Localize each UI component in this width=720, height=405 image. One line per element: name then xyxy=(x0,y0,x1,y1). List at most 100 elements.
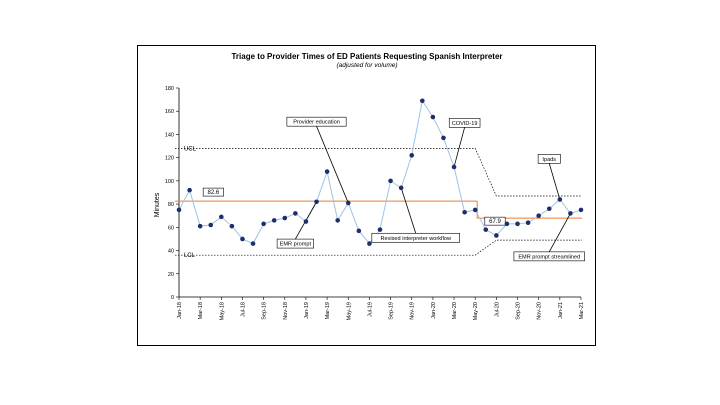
x-tick-label: Jul-19 xyxy=(367,302,373,317)
lcl-line xyxy=(175,239,582,256)
data-point xyxy=(356,228,362,234)
data-point xyxy=(441,135,446,141)
data-point xyxy=(240,236,245,242)
annotation-label: EMR prompt xyxy=(280,242,312,248)
y-tick-label: 140 xyxy=(165,132,174,138)
annotation-box xyxy=(448,118,481,128)
y-tick-label: 180 xyxy=(165,86,174,92)
data-point xyxy=(324,169,330,174)
data-point xyxy=(261,221,266,227)
annotation-label: Provider education xyxy=(293,120,340,126)
y-tick-label: 20 xyxy=(168,272,174,278)
data-point xyxy=(557,197,563,202)
mean-before-label-box xyxy=(202,187,224,197)
mean-line xyxy=(175,200,582,219)
data-point xyxy=(187,187,192,193)
data-point xyxy=(504,221,510,227)
data-point xyxy=(377,227,383,232)
x-tick-label: May-18 xyxy=(219,302,225,320)
data-point xyxy=(219,214,224,220)
data-point xyxy=(420,98,425,104)
data-point xyxy=(367,241,372,246)
data-point xyxy=(451,164,457,170)
x-tick-label: May-20 xyxy=(473,302,479,320)
spc-chart: Triage to Provider Times of ED Patients … xyxy=(154,52,585,320)
data-point xyxy=(229,223,235,229)
annotation-label: EMR prompt streamlined xyxy=(518,254,580,260)
data-point xyxy=(197,223,203,229)
data-point xyxy=(335,218,340,223)
data-point xyxy=(398,185,404,191)
y-tick-label: 80 xyxy=(168,202,174,208)
series-line xyxy=(178,99,582,245)
data-point xyxy=(568,211,573,216)
data-point xyxy=(271,218,277,223)
x-tick-label: Sep-19 xyxy=(389,302,395,320)
data-point xyxy=(282,215,288,221)
annotation-label: Ipads xyxy=(542,157,556,163)
x-tick-label: May-19 xyxy=(346,302,352,320)
ucl-line xyxy=(175,148,582,197)
x-tick-label: Jul-20 xyxy=(494,302,500,317)
annotation-box xyxy=(513,251,585,262)
annotation-box xyxy=(371,232,460,243)
data-point xyxy=(483,227,489,232)
x-tick-label: Nov-18 xyxy=(283,302,289,320)
mean-before-label: 82.6 xyxy=(208,190,220,196)
y-tick-label: 120 xyxy=(165,156,174,162)
mean-after-label: 67.9 xyxy=(489,219,501,225)
data-point xyxy=(208,222,214,228)
x-tick-label: Sep-18 xyxy=(262,302,268,320)
data-point xyxy=(462,209,467,215)
x-tick-label: Jan-21 xyxy=(558,302,564,319)
data-point xyxy=(525,220,531,225)
annotation-box xyxy=(276,238,314,249)
plot-area: 0 20 40 60 80 100 120 140 160 180 Jan-18 Mar-18 May-… xyxy=(165,86,585,320)
x-tick-label: Mar-20 xyxy=(452,302,458,319)
data-point xyxy=(293,211,298,216)
lcl-label: LCL xyxy=(184,253,196,259)
data-point xyxy=(314,199,319,205)
ucl-label: UCL xyxy=(184,146,197,152)
data-point xyxy=(303,219,309,224)
x-tick-label: Jan-20 xyxy=(431,302,437,319)
annotation-box xyxy=(537,154,561,164)
x-tick-label: Jan-19 xyxy=(304,302,310,319)
data-point xyxy=(578,207,584,213)
y-tick-label: 40 xyxy=(168,249,174,255)
data-point xyxy=(494,233,499,238)
annotation-leader xyxy=(400,187,417,234)
x-tick-label: Nov-19 xyxy=(410,302,416,320)
y-tick-label: 60 xyxy=(168,225,174,231)
x-tick-label: Mar-21 xyxy=(579,302,585,319)
x-tick-label: Mar-18 xyxy=(198,302,204,319)
data-point xyxy=(409,153,415,158)
annotation-leader xyxy=(548,163,561,200)
y-tick-label: 160 xyxy=(165,109,174,115)
annotation-leader xyxy=(548,213,571,253)
annotation-label: Revised interpreter workflow xyxy=(380,236,452,242)
annotation-label: COVID-19 xyxy=(452,121,478,127)
y-tick-label: 100 xyxy=(165,179,174,185)
x-tick-label: Jan-18 xyxy=(177,302,183,319)
annotation-leader xyxy=(316,126,349,204)
data-point xyxy=(546,206,552,212)
data-point xyxy=(176,207,182,213)
chart-subtitle: (adjusted for volume) xyxy=(336,62,397,69)
chart-frame: Triage to Provider Times of ED Patients … xyxy=(137,45,596,346)
x-tick-label: Sep-20 xyxy=(516,302,522,320)
data-point xyxy=(250,241,256,246)
y-tick-label: 0 xyxy=(171,295,174,301)
data-point xyxy=(430,114,436,120)
y-axis-label: Minutes xyxy=(154,192,161,217)
x-tick-label: Jul-18 xyxy=(240,302,246,317)
data-point xyxy=(388,178,393,184)
data-point xyxy=(515,221,520,227)
data-point xyxy=(472,207,478,213)
x-tick-label: Nov-20 xyxy=(537,302,543,320)
chart-title: Triage to Provider Times of ED Patients … xyxy=(231,52,502,61)
data-point xyxy=(536,213,541,219)
x-tick-label: Mar-19 xyxy=(325,302,331,319)
mean-after-label-box xyxy=(484,216,506,226)
annotation-box xyxy=(286,116,347,127)
